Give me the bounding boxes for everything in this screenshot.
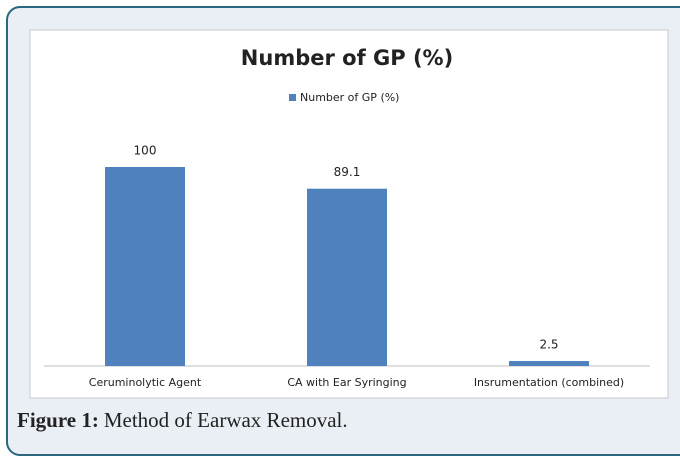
chart-title: Number of GP (%) [241, 46, 453, 70]
bar [307, 188, 387, 366]
legend-label: Number of GP (%) [300, 91, 399, 104]
data-label: 2.5 [539, 338, 558, 352]
page: {"chart_data": {"type": "bar", "title": … [6, 6, 680, 456]
bar [105, 167, 185, 366]
x-tick-label: Ceruminolytic Agent [89, 376, 202, 389]
data-label: 100 [134, 144, 157, 158]
caption: Figure 1: Method of Earwax Removal. [17, 408, 348, 433]
x-tick-label: CA with Ear Syringing [287, 376, 406, 389]
caption-label: Figure 1: [17, 408, 99, 432]
x-tick-label: Insrumentation (combined) [474, 376, 624, 389]
caption-text: Method of Earwax Removal. [103, 408, 348, 432]
legend-swatch [289, 94, 296, 101]
bar [509, 361, 589, 366]
data-label: 89.1 [334, 165, 361, 179]
chart: Number of GP (%) Number of GP (%) 100 Ceru… [29, 29, 669, 399]
